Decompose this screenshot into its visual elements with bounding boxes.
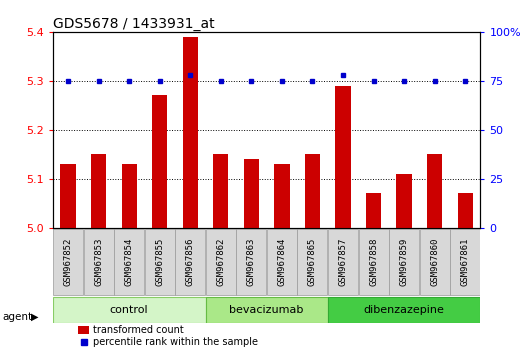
Text: GSM967862: GSM967862: [216, 238, 225, 286]
Bar: [305, 154, 320, 228]
Bar: [450, 229, 480, 295]
Text: GSM967864: GSM967864: [277, 238, 286, 286]
Bar: [60, 164, 76, 228]
Text: agent: agent: [3, 312, 33, 322]
Bar: [79, 326, 89, 334]
Text: bevacizumab: bevacizumab: [230, 305, 304, 315]
Bar: [267, 229, 297, 295]
Text: GSM967858: GSM967858: [369, 238, 378, 286]
Bar: [175, 229, 205, 295]
Bar: [53, 229, 83, 295]
Bar: [237, 229, 266, 295]
Text: GSM967855: GSM967855: [155, 238, 164, 286]
Text: transformed count: transformed count: [93, 325, 184, 335]
Text: GSM967863: GSM967863: [247, 238, 256, 286]
Text: GSM967853: GSM967853: [94, 238, 103, 286]
Bar: [53, 297, 205, 323]
Bar: [91, 154, 106, 228]
Bar: [274, 164, 289, 228]
Bar: [397, 174, 412, 228]
Bar: [328, 229, 358, 295]
Text: ▶: ▶: [31, 312, 38, 322]
Bar: [244, 159, 259, 228]
Bar: [427, 154, 442, 228]
Text: percentile rank within the sample: percentile rank within the sample: [93, 337, 258, 347]
Text: GSM967856: GSM967856: [186, 238, 195, 286]
Bar: [206, 229, 236, 295]
Text: GSM967852: GSM967852: [63, 238, 72, 286]
Text: GSM967854: GSM967854: [125, 238, 134, 286]
Bar: [114, 229, 144, 295]
Text: GSM967860: GSM967860: [430, 238, 439, 286]
Bar: [183, 37, 198, 228]
Text: GSM967861: GSM967861: [461, 238, 470, 286]
Text: dibenzazepine: dibenzazepine: [364, 305, 445, 315]
Text: GSM967857: GSM967857: [338, 238, 347, 286]
Bar: [389, 229, 419, 295]
Bar: [366, 193, 381, 228]
Bar: [121, 164, 137, 228]
Bar: [145, 229, 175, 295]
Text: GSM967865: GSM967865: [308, 238, 317, 286]
Text: control: control: [110, 305, 148, 315]
Bar: [213, 154, 229, 228]
Bar: [420, 229, 450, 295]
Bar: [335, 86, 351, 228]
Bar: [458, 193, 473, 228]
Bar: [152, 96, 167, 228]
Bar: [297, 229, 327, 295]
Text: GSM967859: GSM967859: [400, 238, 409, 286]
Bar: [328, 297, 480, 323]
Bar: [205, 297, 328, 323]
Text: GDS5678 / 1433931_at: GDS5678 / 1433931_at: [53, 17, 214, 31]
Bar: [359, 229, 389, 295]
Bar: [83, 229, 114, 295]
